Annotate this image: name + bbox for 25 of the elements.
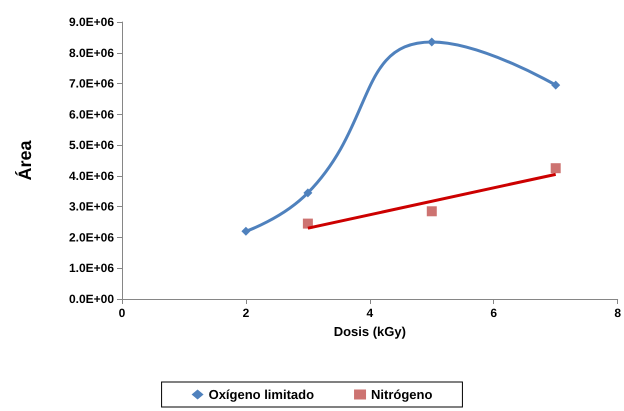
point <box>551 80 560 90</box>
x-tick-label: 6 <box>490 306 498 320</box>
point <box>550 163 561 174</box>
y-tick-label: 0.0E+00 <box>68 292 114 306</box>
point <box>303 188 312 198</box>
y-tick-label: 6.0E+06 <box>68 107 114 122</box>
x-tick-label: 2 <box>242 306 250 320</box>
x-axis-title: Dosis (kGy) <box>334 324 406 339</box>
legend-label: Oxígeno limitado <box>208 387 314 402</box>
legend-label: Nitrógeno <box>371 387 432 402</box>
y-tick-label: 7.0E+06 <box>68 76 114 91</box>
x-tick-label: 4 <box>366 306 374 320</box>
y-axis-title: Área <box>15 140 35 181</box>
y-tick-label: 8.0E+06 <box>68 46 114 60</box>
y-tick-label: 9.0E+06 <box>68 15 114 29</box>
y-tick-label: 1.0E+06 <box>68 261 114 276</box>
point <box>427 38 436 47</box>
x-tick-label: 0 <box>118 306 126 320</box>
y-tick-label: 3.0E+06 <box>68 200 114 214</box>
x-tick-label: 8 <box>614 306 622 320</box>
y-tick-label: 5.0E+06 <box>68 138 114 152</box>
y-tick-label: 4.0E+06 <box>68 168 114 183</box>
point <box>241 226 250 236</box>
y-tick-label: 2.0E+06 <box>68 230 114 244</box>
point <box>426 206 437 216</box>
